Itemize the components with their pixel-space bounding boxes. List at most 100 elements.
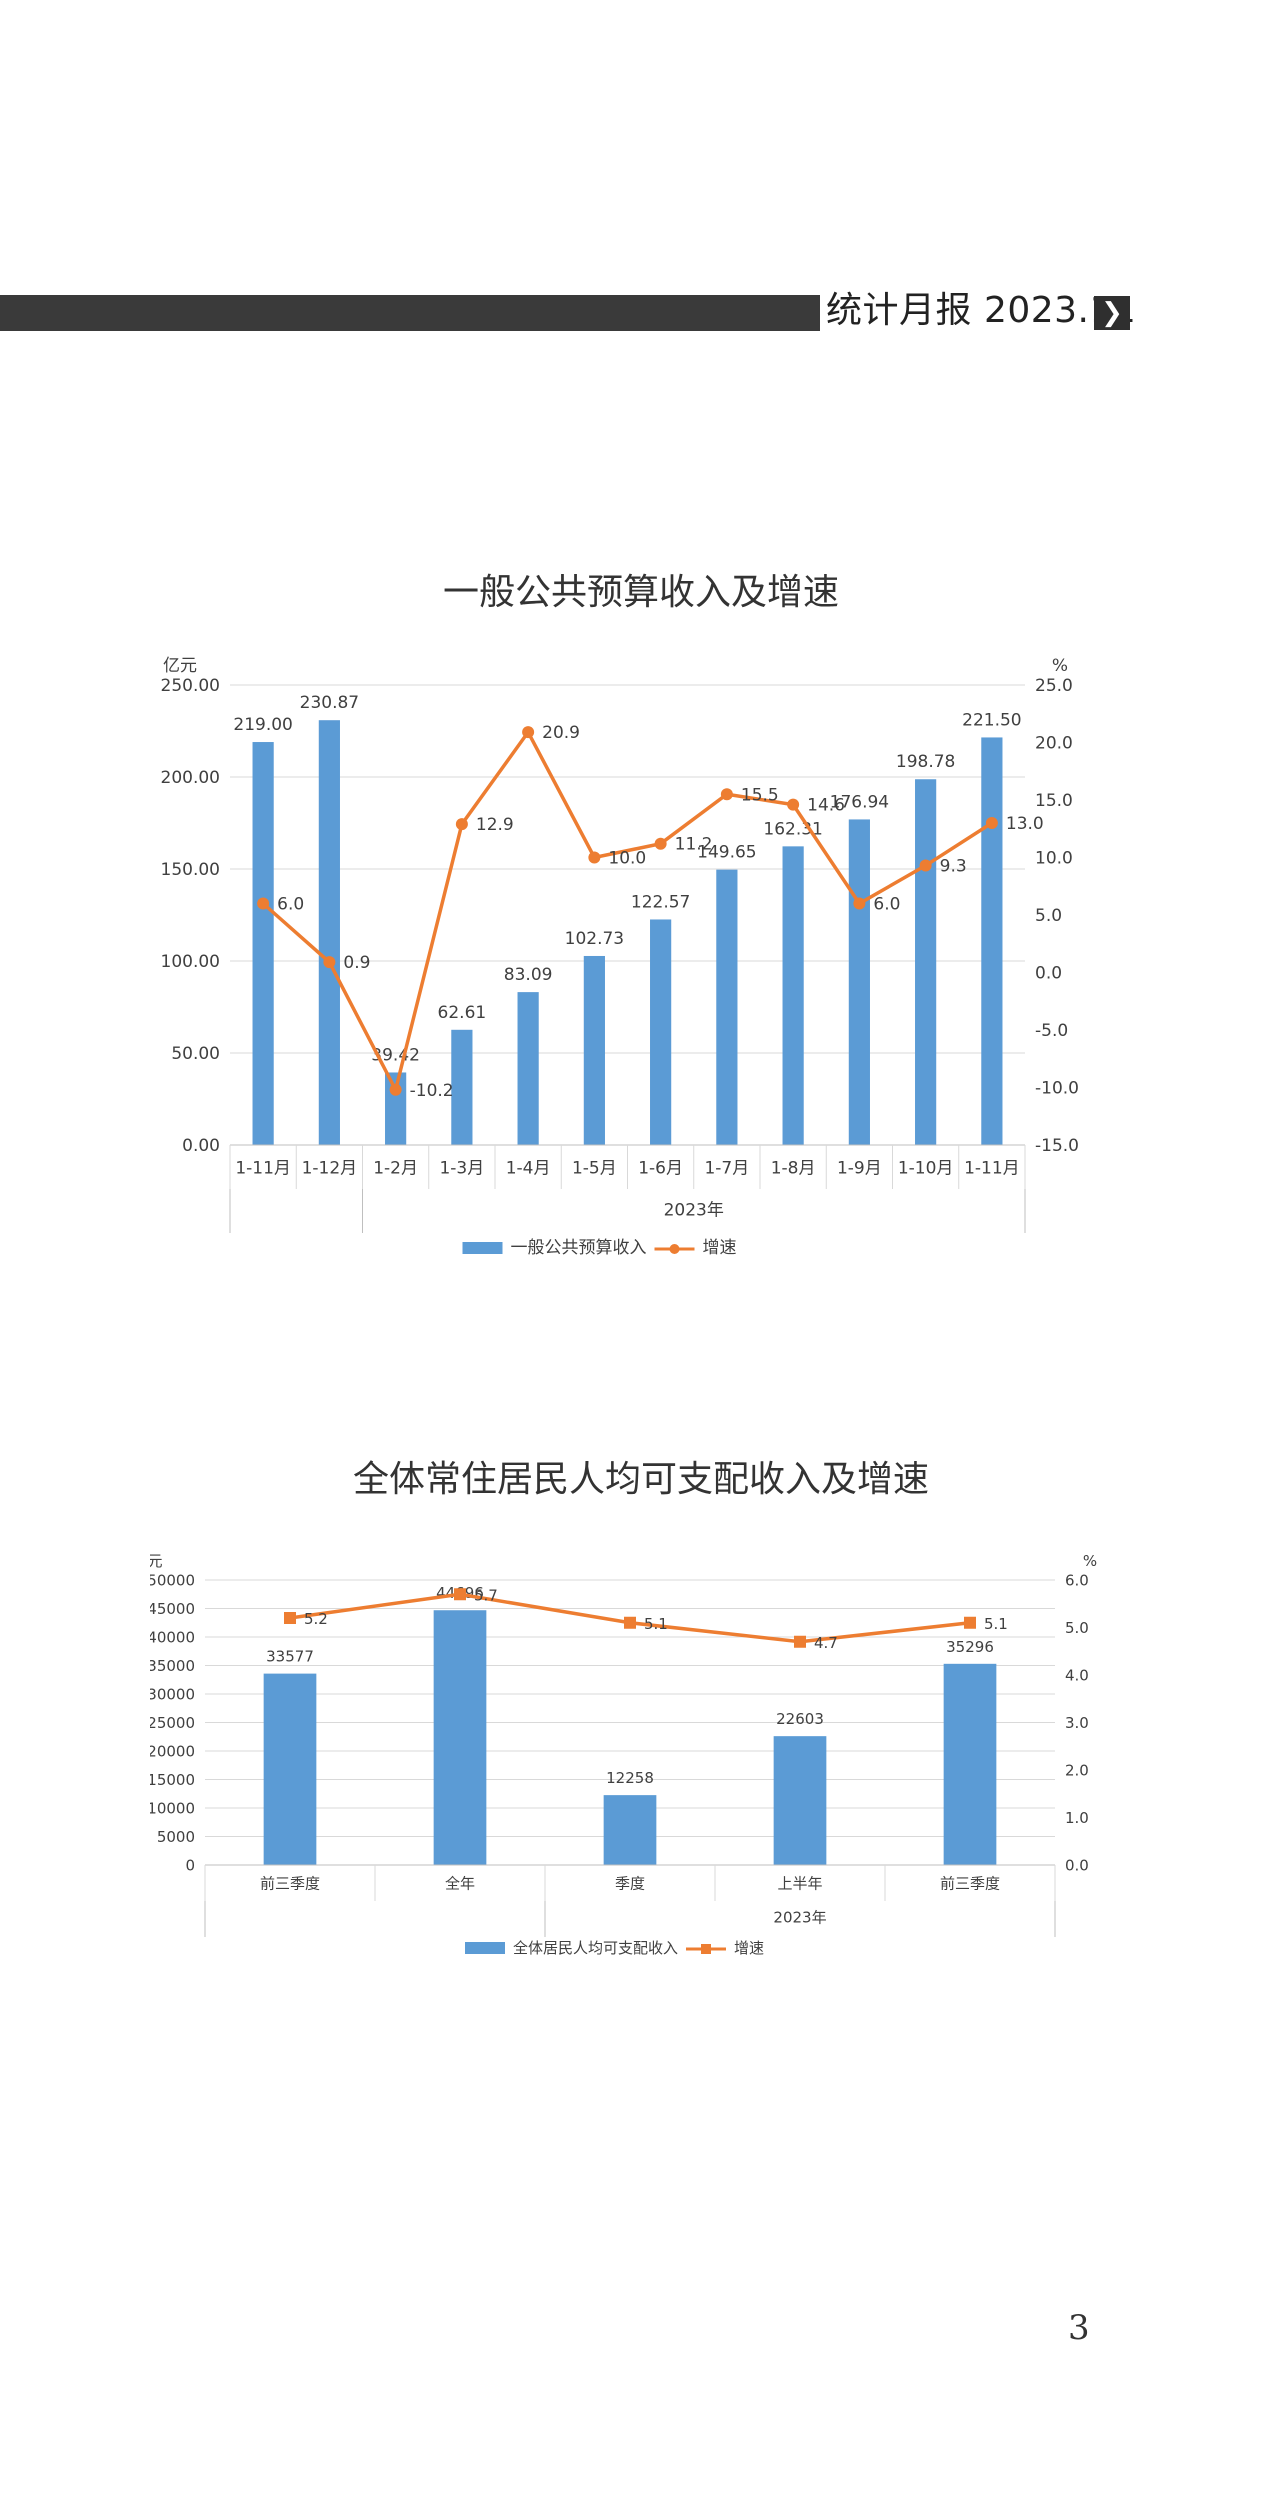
x-group-label: 2023年 [664, 1200, 724, 1220]
legend-marker [669, 1244, 680, 1254]
y-right-tick-label: 5.0 [1065, 1619, 1089, 1637]
x-tick-label: 1-7月 [704, 1159, 749, 1179]
bar [943, 1663, 997, 1865]
bar [773, 1736, 827, 1865]
growth-marker [257, 897, 270, 910]
y-left-tick-label: 200.00 [161, 768, 220, 788]
x-tick-label: 1-12月 [302, 1159, 358, 1179]
growth-data-label: 15.5 [741, 785, 779, 805]
bar-data-label: 33577 [266, 1648, 314, 1666]
growth-marker [794, 1635, 806, 1648]
growth-data-label: 5.7 [474, 1586, 498, 1604]
x-tick-label: 1-11月 [964, 1159, 1020, 1179]
bar-data-label: 62.61 [438, 1003, 487, 1023]
chart-2-title: 全体常住居民人均可支配收入及增速 [352, 1459, 929, 1500]
growth-marker [720, 788, 733, 801]
header-bar [0, 295, 820, 331]
growth-data-label: 13.0 [1006, 814, 1044, 834]
bar-data-label: 221.50 [962, 710, 1021, 730]
bar-data-label: 22603 [776, 1710, 824, 1728]
y-right-tick-label: -15.0 [1035, 1136, 1079, 1156]
y-right-tick-label: 10.0 [1035, 848, 1073, 868]
growth-data-label: 10.0 [608, 849, 646, 869]
y-left-tick-label: 50000 [150, 1571, 195, 1589]
y-right-tick-label: 5.0 [1035, 906, 1062, 926]
x-tick-label: 1-11月 [235, 1159, 291, 1179]
x-tick-label: 1-10月 [898, 1159, 954, 1179]
bar-data-label: 122.57 [631, 892, 690, 912]
growth-marker [964, 1616, 976, 1629]
y-right-unit-label: % [1052, 656, 1068, 676]
y-right-tick-label: 0.0 [1035, 963, 1062, 983]
growth-data-label: 9.3 [940, 857, 967, 877]
growth-marker [588, 851, 601, 864]
growth-marker [787, 798, 800, 811]
x-tick-label: 1-5月 [572, 1159, 617, 1179]
y-left-tick-label: 40000 [150, 1628, 195, 1646]
y-left-tick-label: 0.00 [182, 1136, 220, 1156]
x-tick-label: 1-4月 [506, 1159, 551, 1179]
bar [263, 1673, 317, 1865]
bar-data-label: 35296 [946, 1638, 994, 1656]
bar [517, 992, 539, 1145]
chevron-right-icon: ❯ [1094, 296, 1130, 330]
bar [650, 919, 672, 1145]
x-tick-label: 1-6月 [638, 1159, 683, 1179]
bar [433, 1610, 487, 1865]
y-right-tick-label: 20.0 [1035, 733, 1073, 753]
growth-marker [522, 726, 535, 739]
x-tick-label: 1-9月 [837, 1159, 882, 1179]
y-right-tick-label: 4.0 [1065, 1666, 1089, 1684]
legend-swatch-bars [465, 1942, 505, 1954]
chart-1-budget-revenue: 0.00 50.00 100.00 150.00 200.00 250.00 -15.0 -1… [161, 656, 1079, 1258]
y-left-unit-label: 元 [150, 1552, 163, 1570]
bar [782, 846, 804, 1145]
y-left-tick-label: 50.00 [171, 1044, 220, 1064]
growth-line [261, 728, 993, 1095]
growth-marker [454, 1588, 466, 1601]
growth-marker [853, 897, 866, 910]
y-right-tick-label: 1.0 [1065, 1809, 1089, 1827]
legend-swatch-bars [462, 1242, 503, 1254]
bar [915, 779, 937, 1145]
legend-label-line: 增速 [703, 1238, 737, 1258]
legend-label-bars: 一般公共预算收入 [511, 1238, 647, 1258]
growth-marker [284, 1612, 296, 1624]
growth-marker [389, 1083, 402, 1096]
y-right-tick-label: 15.0 [1035, 791, 1073, 811]
header-bar-slant [800, 295, 818, 331]
legend-marker [701, 1944, 711, 1954]
y-left-tick-label: 0 [185, 1856, 195, 1874]
bar-data-label: 176.94 [830, 792, 889, 812]
page-number: 3 [1068, 2308, 1090, 2348]
y-left-tick-label: 100.00 [161, 952, 220, 972]
bar-data-label: 219.00 [233, 715, 292, 735]
y-left-tick-label: 20000 [150, 1742, 195, 1760]
bar-data-label: 102.73 [565, 929, 624, 949]
bar-data-label: 12258 [606, 1769, 654, 1787]
bar [981, 737, 1003, 1145]
growth-marker [654, 837, 667, 850]
bar-data-label: 149.65 [697, 843, 756, 863]
x-tick-label: 前三季度 [260, 1874, 320, 1892]
y-right-tick-label: -10.0 [1035, 1078, 1079, 1098]
growth-data-label: -10.2 [410, 1081, 454, 1101]
chart-1-title: 一般公共预算收入及增速 [442, 572, 839, 613]
growth-data-label: 6.0 [277, 895, 304, 915]
y-right-tick-label: -5.0 [1035, 1021, 1068, 1041]
y-left-tick-label: 5000 [157, 1828, 195, 1846]
chart-2-disposable-income: 0 5000 10000 15000 20000 25000 30000 35000 40000… [150, 1552, 1097, 1957]
growth-marker [919, 859, 932, 872]
y-left-tick-label: 45000 [150, 1600, 195, 1618]
y-left-tick-label: 150.00 [161, 860, 220, 880]
growth-data-label: 14.6 [807, 796, 845, 816]
y-left-tick-label: 15000 [150, 1771, 195, 1789]
bar [583, 955, 605, 1145]
y-right-tick-label: 3.0 [1065, 1714, 1089, 1732]
bar [451, 1029, 473, 1145]
x-tick-label: 上半年 [777, 1874, 822, 1892]
legend-label-line: 增速 [734, 1939, 764, 1957]
x-tick-label: 1-8月 [771, 1159, 816, 1179]
growth-data-label: 5.1 [984, 1615, 1008, 1633]
x-tick-label: 前三季度 [940, 1874, 1000, 1892]
